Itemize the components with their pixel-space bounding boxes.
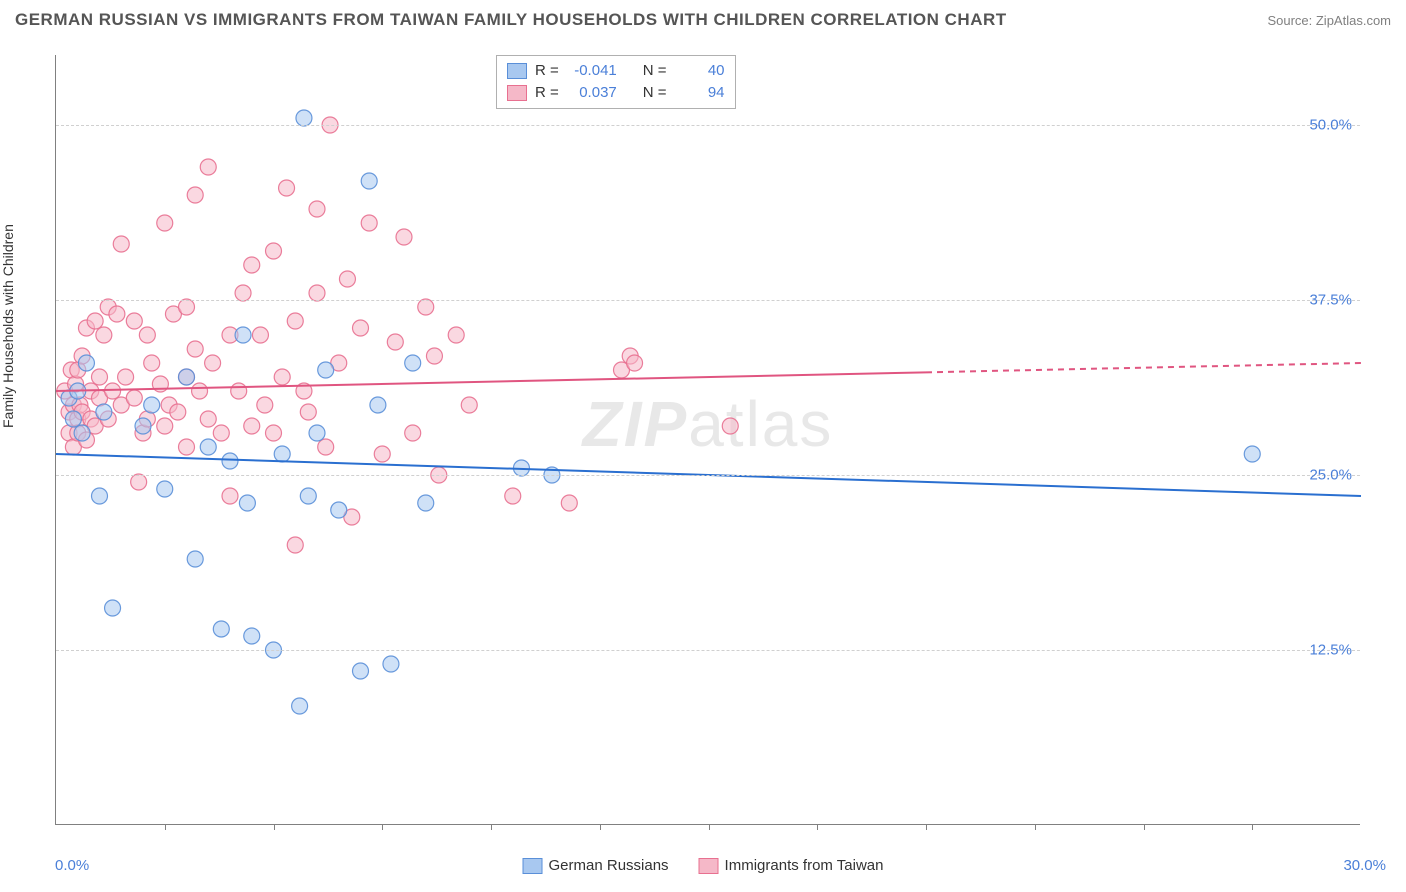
xtick-label-min: 0.0%: [55, 857, 89, 874]
ytick-label: 12.5%: [1309, 642, 1352, 659]
n-value-series2: 94: [675, 82, 725, 104]
ytick-label: 25.0%: [1309, 467, 1352, 484]
swatch-series1: [507, 63, 527, 79]
y-axis-label: Family Households with Children: [0, 224, 16, 428]
bottom-legend: German Russians Immigrants from Taiwan: [523, 857, 884, 874]
stats-legend: R = -0.041 N = 40 R = 0.037 N = 94: [496, 55, 736, 109]
n-value-series1: 40: [675, 60, 725, 82]
r-value-series2: 0.037: [567, 82, 617, 104]
swatch-series2: [507, 85, 527, 101]
stats-row-series1: R = -0.041 N = 40: [507, 60, 725, 82]
chart-title: GERMAN RUSSIAN VS IMMIGRANTS FROM TAIWAN…: [15, 10, 1007, 30]
source-label: Source: ZipAtlas.com: [1267, 13, 1391, 28]
legend-swatch-series1: [523, 858, 543, 874]
r-value-series1: -0.041: [567, 60, 617, 82]
legend-swatch-series2: [699, 858, 719, 874]
ytick-label: 50.0%: [1309, 117, 1352, 134]
scatter-plot-svg: [56, 55, 1360, 824]
legend-item-series2: Immigrants from Taiwan: [699, 857, 884, 874]
xtick-label-max: 30.0%: [1343, 857, 1386, 874]
ytick-label: 37.5%: [1309, 292, 1352, 309]
stats-row-series2: R = 0.037 N = 94: [507, 82, 725, 104]
legend-item-series1: German Russians: [523, 857, 669, 874]
title-bar: GERMAN RUSSIAN VS IMMIGRANTS FROM TAIWAN…: [15, 10, 1391, 30]
plot-area: ZIPatlas R = -0.041 N = 40 R = 0.037 N =…: [55, 55, 1360, 825]
